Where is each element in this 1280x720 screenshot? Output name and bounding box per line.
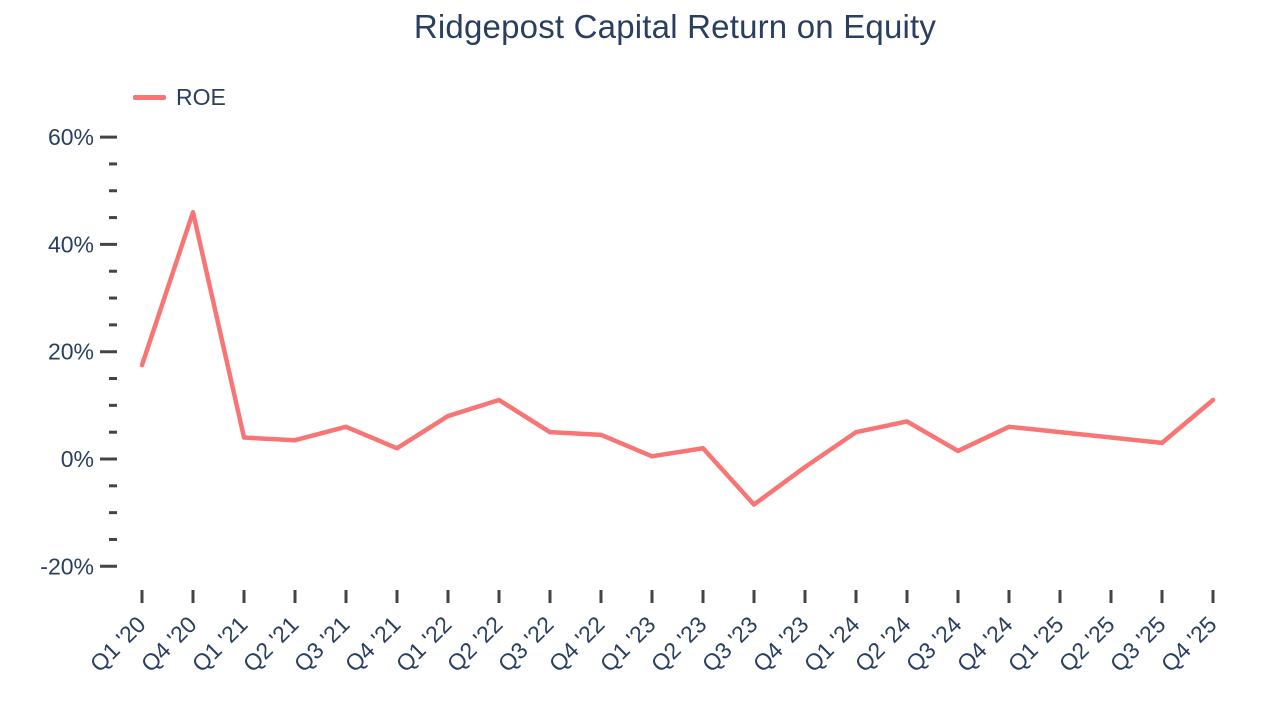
- x-tick-label: Q1 '21: [187, 611, 253, 677]
- x-tick-label: Q4 '24: [952, 611, 1018, 677]
- x-tick-label: Q2 '23: [646, 611, 712, 677]
- x-tick-label: Q4 '22: [544, 611, 610, 677]
- x-tick-label: Q1 '23: [595, 611, 661, 677]
- x-tick-label: Q1 '20: [85, 611, 151, 677]
- legend-line-swatch: [133, 94, 166, 100]
- x-tick-label: Q3 '21: [289, 611, 355, 677]
- roe-line-series: [139, 209, 1216, 507]
- x-tick-label: Q1 '22: [391, 611, 457, 677]
- x-tick-label: Q3 '25: [1105, 611, 1171, 677]
- x-tick-label: Q2 '25: [1054, 611, 1120, 677]
- legend-item-roe[interactable]: ROE: [133, 84, 226, 111]
- legend-label: ROE: [176, 83, 226, 110]
- x-tick-label: Q1 '25: [1003, 611, 1069, 677]
- y-tick-label: 20%: [48, 339, 94, 365]
- legend: ROE: [133, 82, 226, 112]
- y-tick-label: 0%: [61, 446, 94, 472]
- x-tick-label: Q2 '24: [850, 611, 916, 677]
- y-tick-label: -20%: [40, 553, 94, 579]
- x-tick-label: Q3 '23: [697, 611, 763, 677]
- x-tick-label: Q3 '22: [493, 611, 559, 677]
- x-tick-label: Q4 '25: [1156, 611, 1222, 677]
- x-tick-label: Q2 '22: [442, 611, 508, 677]
- x-tick-label: Q4 '23: [748, 611, 814, 677]
- x-tick-label: Q1 '24: [799, 611, 865, 677]
- y-tick-label: 40%: [48, 231, 94, 257]
- x-tick-label: Q3 '24: [901, 611, 967, 677]
- chart-title: Ridgepost Capital Return on Equity: [413, 8, 937, 45]
- x-tick-label: Q2 '21: [238, 611, 304, 677]
- y-tick-label: 60%: [48, 124, 94, 150]
- x-tick-label: Q4 '20: [136, 611, 202, 677]
- x-tick-label: Q4 '21: [340, 611, 406, 677]
